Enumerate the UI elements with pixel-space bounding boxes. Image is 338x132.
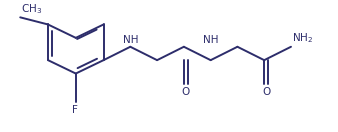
Text: NH: NH — [203, 35, 218, 45]
Text: NH$_2$: NH$_2$ — [292, 31, 313, 45]
Text: NH: NH — [123, 35, 138, 45]
Text: O: O — [262, 87, 270, 97]
Text: O: O — [182, 87, 190, 97]
Text: CH$_3$: CH$_3$ — [21, 2, 43, 16]
Text: F: F — [72, 105, 78, 115]
